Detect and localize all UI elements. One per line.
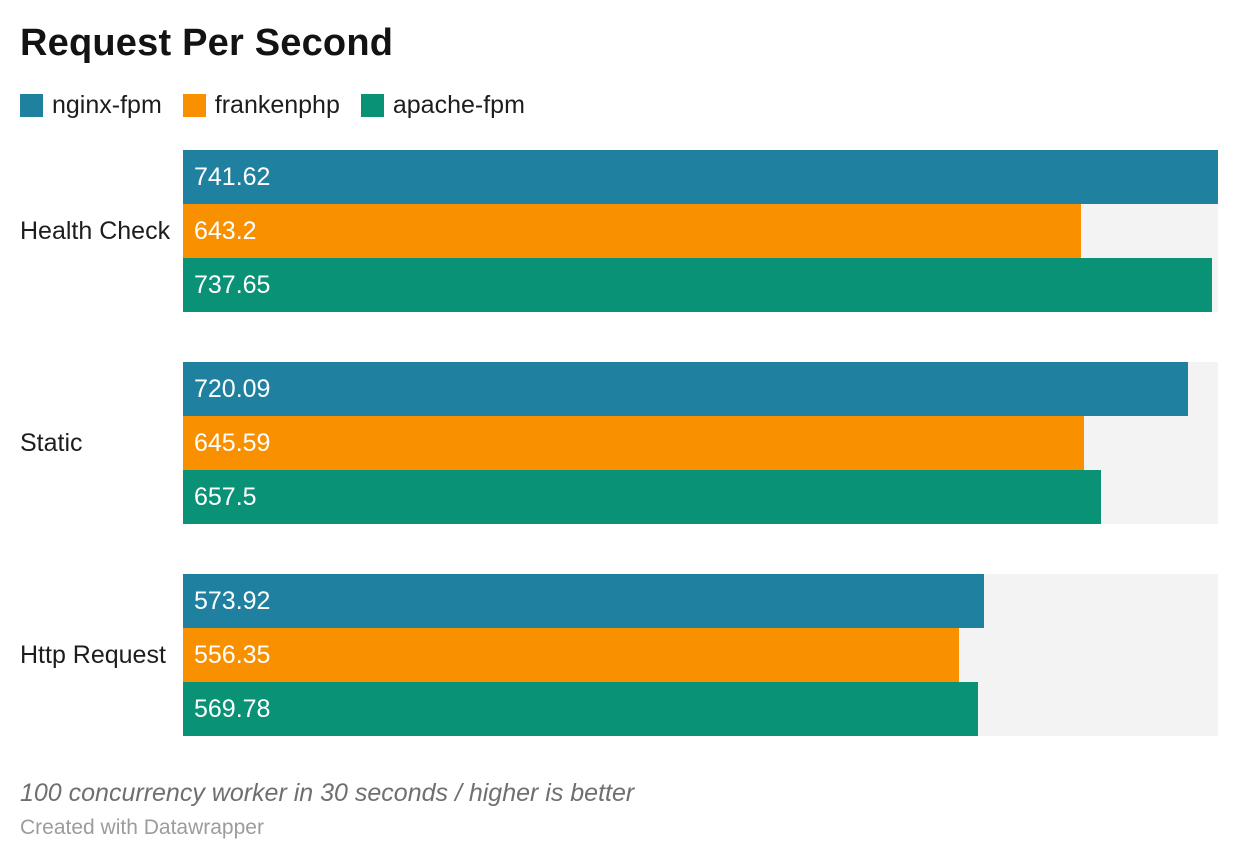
bar-value-label: 657.5 bbox=[194, 482, 257, 511]
bar: 573.92 bbox=[183, 574, 984, 628]
bar: 737.65 bbox=[183, 258, 1213, 312]
datawrapper-credit-link[interactable]: Created with Datawrapper bbox=[20, 816, 264, 839]
category-label: Health Check bbox=[20, 216, 171, 245]
bar-group: Http Request 573.92 556.35 569.78 bbox=[20, 574, 1218, 736]
legend-swatch bbox=[20, 94, 43, 117]
bar: 569.78 bbox=[183, 682, 979, 736]
bar-value-label: 720.09 bbox=[194, 374, 271, 403]
bar-value-label: 569.78 bbox=[194, 694, 271, 723]
bar-track: 573.92 556.35 569.78 bbox=[183, 574, 1218, 736]
bar: 556.35 bbox=[183, 628, 960, 682]
bar: 741.62 bbox=[183, 150, 1218, 204]
category-label: Static bbox=[20, 428, 83, 457]
bar-track: 741.62 643.2 737.65 bbox=[183, 150, 1218, 312]
bar-group: Health Check 741.62 643.2 737.65 bbox=[20, 150, 1218, 312]
chart-note: 100 concurrency worker in 30 seconds / h… bbox=[20, 779, 635, 807]
bar-value-label: 556.35 bbox=[194, 640, 271, 669]
category-label: Http Request bbox=[20, 640, 166, 669]
bar-value-label: 573.92 bbox=[194, 586, 271, 615]
bar-track: 720.09 645.59 657.5 bbox=[183, 362, 1218, 524]
bar-value-label: 645.59 bbox=[194, 428, 271, 457]
bar-group: Static 720.09 645.59 657.5 bbox=[20, 362, 1218, 524]
legend-item: frankenphp bbox=[182, 91, 340, 119]
bar: 645.59 bbox=[183, 416, 1084, 470]
bar: 643.2 bbox=[183, 204, 1081, 258]
bar-groups: Health Check 741.62 643.2 737.65 Static … bbox=[20, 150, 1218, 736]
legend-swatch bbox=[360, 94, 384, 117]
legend-swatch bbox=[182, 94, 206, 117]
bar-value-label: 741.62 bbox=[194, 162, 271, 191]
bar: 657.5 bbox=[183, 470, 1101, 524]
legend-item: nginx-fpm bbox=[20, 91, 162, 119]
legend-label: apache-fpm bbox=[392, 91, 525, 119]
bar-value-label: 643.2 bbox=[194, 216, 257, 245]
bar-value-label: 737.65 bbox=[194, 270, 271, 299]
legend: nginx-fpm frankenphp apache-fpm bbox=[20, 91, 1218, 119]
legend-label: nginx-fpm bbox=[52, 91, 162, 119]
chart-title: Request Per Second bbox=[20, 22, 394, 64]
legend-item: apache-fpm bbox=[360, 91, 525, 119]
legend-label: frankenphp bbox=[214, 91, 340, 119]
bar: 720.09 bbox=[183, 362, 1188, 416]
